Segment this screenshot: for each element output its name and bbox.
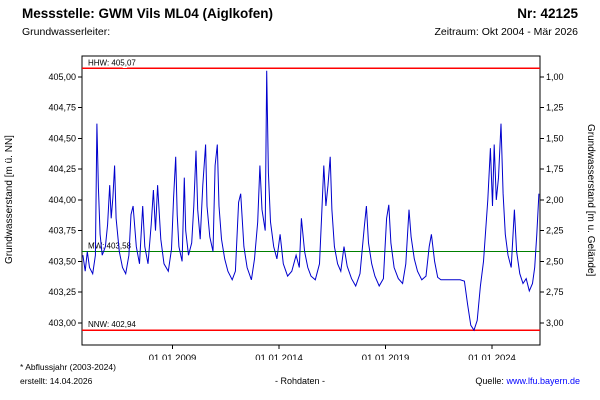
y-tick-label-left: 404,00 (48, 195, 76, 205)
y-tick-label-right: 1,50 (546, 133, 564, 143)
y-tick-label-right: 2,25 (546, 226, 564, 236)
y-tick-label-right: 1,25 (546, 103, 564, 113)
source: Quelle: www.lfu.bayern.de (475, 376, 580, 386)
page-title: Messstelle: GWM Vils ML04 (Aiglkofen) (22, 6, 274, 21)
x-tick-label: 01.01.2019 (362, 353, 410, 360)
hydrograph-chart: 405,00 1,00 404,75 1,25 404,50 1,50 404,25 1,75… (48, 55, 564, 360)
data-type-label: - Rohdaten - (274, 376, 326, 386)
y-tick-label-left: 404,50 (48, 133, 76, 143)
y-tick-label-left: 403,75 (48, 226, 76, 236)
period-label: Zeitraum: Okt 2004 - Mär 2026 (434, 26, 578, 38)
y-tick-label-right: 2,50 (546, 256, 564, 266)
y-tick-label-right: 2,00 (546, 195, 564, 205)
x-tick-label: 01.01.2009 (149, 353, 197, 360)
y-tick-label-left: 404,75 (48, 103, 76, 113)
y-tick-label-left: 403,25 (48, 287, 76, 297)
x-tick-label: 01.01.2014 (255, 353, 303, 360)
y-tick-label-left: 405,00 (48, 72, 76, 82)
footnote: * Abflussjahr (2003-2024) (20, 362, 116, 372)
x-tick-label: 01.01.2024 (468, 353, 516, 360)
y-tick-label-right: 1,75 (546, 164, 564, 174)
source-link[interactable]: www.lfu.bayern.de (506, 376, 580, 386)
reference-line-label-mw: MW: 403,58 (88, 242, 132, 251)
reference-line-label-nnw: NNW: 402,94 (88, 320, 136, 329)
y-tick-label-right: 1,00 (546, 72, 564, 82)
reference-line-label-hhw: HHW: 405,07 (88, 58, 136, 67)
y-tick-label-right: 2,75 (546, 287, 564, 297)
y-tick-label-left: 403,00 (48, 318, 76, 328)
y-tick-label-left: 403,50 (48, 256, 76, 266)
plot-border (81, 55, 541, 346)
station-number: Nr: 42125 (517, 6, 578, 21)
series-line (82, 70, 540, 332)
aquifer-label: Grundwasserleiter: (22, 26, 111, 38)
y-tick-label-left: 404,25 (48, 164, 76, 174)
created-date: erstellt: 14.04.2026 (20, 376, 93, 386)
y-axis-title-right: Grundwasserstand [m u. Gelände] (585, 123, 596, 277)
y-tick-label-right: 3,00 (546, 318, 564, 328)
source-label: Quelle: (475, 376, 504, 386)
